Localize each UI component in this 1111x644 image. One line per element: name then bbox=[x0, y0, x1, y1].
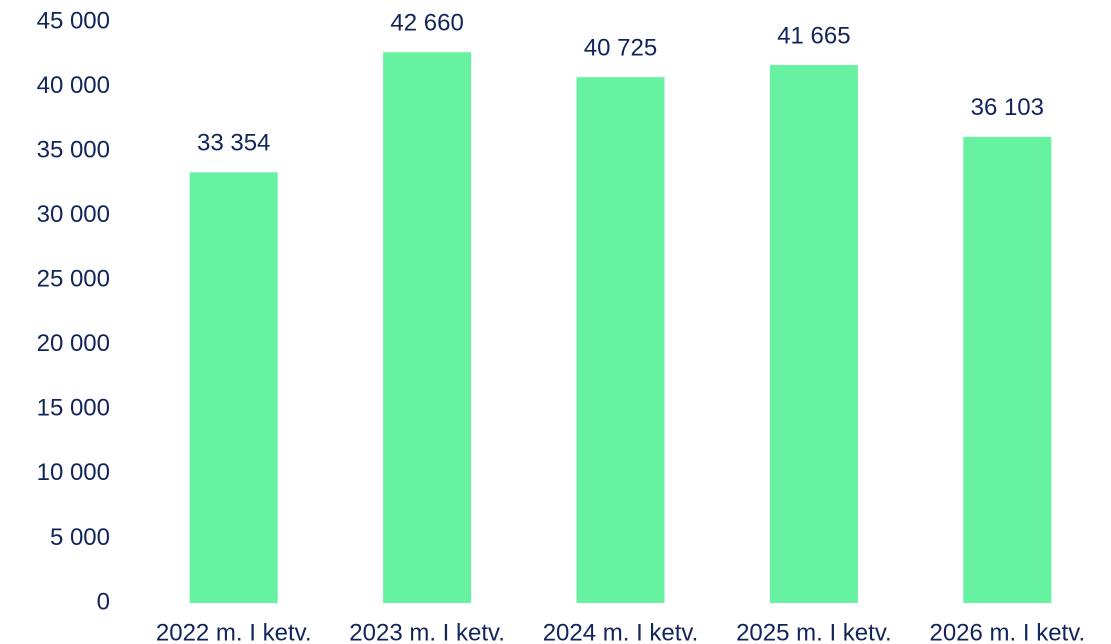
y-tick-label: 30 000 bbox=[37, 201, 110, 228]
y-tick-label: 45 000 bbox=[37, 7, 110, 34]
x-tick-label: 2023 m. I ketv. bbox=[349, 619, 505, 644]
y-tick-label: 25 000 bbox=[37, 266, 110, 293]
bar bbox=[189, 172, 278, 603]
y-tick-label: 40 000 bbox=[37, 72, 110, 99]
y-tick-label: 35 000 bbox=[37, 136, 110, 163]
value-label: 36 103 bbox=[971, 94, 1044, 121]
bar bbox=[576, 77, 665, 603]
y-tick-label: 10 000 bbox=[37, 459, 110, 486]
y-tick-label: 15 000 bbox=[37, 395, 110, 422]
x-tick-label: 2025 m. I ketv. bbox=[736, 619, 892, 644]
y-tick-label: 0 bbox=[97, 588, 110, 615]
value-label: 42 660 bbox=[390, 10, 463, 37]
x-tick-label: 2026 m. I ketv. bbox=[929, 619, 1085, 644]
bar bbox=[383, 52, 472, 604]
x-tick-label: 2022 m. I ketv. bbox=[156, 619, 312, 644]
value-label: 41 665 bbox=[777, 22, 850, 49]
value-label: 40 725 bbox=[584, 35, 657, 62]
value-label: 33 354 bbox=[197, 130, 270, 157]
y-tick-label: 5 000 bbox=[50, 524, 110, 551]
x-tick-label: 2024 m. I ketv. bbox=[543, 619, 699, 644]
y-tick-label: 20 000 bbox=[37, 330, 110, 357]
bar bbox=[963, 136, 1052, 603]
bar bbox=[769, 65, 858, 604]
